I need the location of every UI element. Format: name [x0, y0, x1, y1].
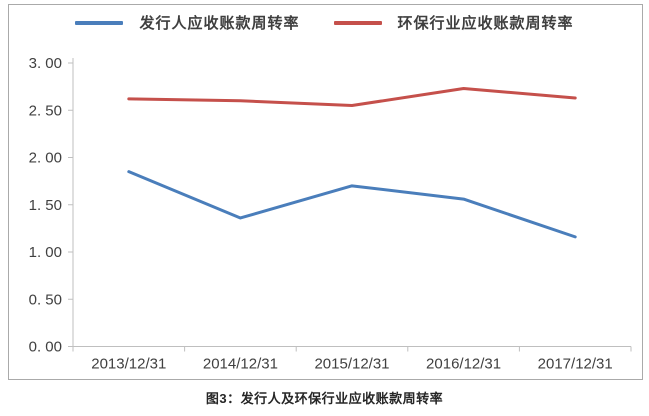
x-tick-label: 2017/12/31 [538, 356, 613, 373]
series-line-1 [127, 87, 577, 108]
x-tick-label: 2013/12/31 [91, 356, 166, 373]
series-line-0 [127, 170, 577, 239]
legend-label-industry: 环保行业应收账款周转率 [397, 15, 574, 32]
y-tick-label: 0. 00 [29, 339, 62, 356]
y-tick-label: 1. 00 [29, 244, 62, 261]
y-tick-label: 2. 00 [29, 150, 62, 167]
legend-label-issuer: 发行人应收账款周转率 [139, 15, 300, 32]
legend-item-industry: 环保行业应收账款周转率 [333, 12, 574, 33]
x-tick-label: 2015/12/31 [314, 356, 389, 373]
y-tick-label: 1. 50 [29, 197, 62, 214]
legend-item-issuer: 发行人应收账款周转率 [75, 12, 299, 33]
y-tick-label: 3. 00 [29, 55, 62, 72]
x-tick-label: 2014/12/31 [203, 356, 278, 373]
x-tick-label: 2016/12/31 [426, 356, 501, 373]
y-tick-label: 2. 50 [29, 102, 62, 119]
chart-legend: 发行人应收账款周转率 环保行业应收账款周转率 [0, 12, 649, 33]
legend-line-red-icon [333, 20, 382, 25]
y-tick-label: 0. 50 [29, 291, 62, 308]
figure-caption: 图3：发行人及环保行业应收账款周转率 [205, 391, 444, 406]
legend-line-blue-icon [75, 20, 124, 25]
